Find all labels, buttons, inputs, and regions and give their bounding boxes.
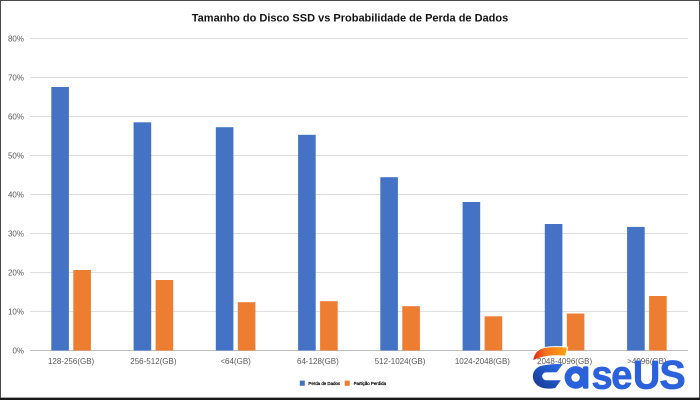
svg-text:60%: 60% xyxy=(8,112,24,121)
svg-text:Tamanho do Disco SSD vs Probab: Tamanho do Disco SSD vs Probabilidade de… xyxy=(192,12,508,24)
svg-text:S: S xyxy=(660,353,686,397)
svg-text:512-1024(GB): 512-1024(GB) xyxy=(375,357,426,366)
svg-text:>4096(GB): >4096(GB) xyxy=(627,357,667,366)
svg-text:Partição Perdida: Partição Perdida xyxy=(354,381,387,386)
svg-text:U: U xyxy=(633,353,660,397)
svg-text:70%: 70% xyxy=(8,73,24,82)
svg-text:0%: 0% xyxy=(12,346,24,355)
svg-text:e: e xyxy=(611,354,632,398)
svg-text:64-128(GB): 64-128(GB) xyxy=(297,357,339,366)
svg-text:<64(GB): <64(GB) xyxy=(220,357,251,366)
svg-text:10%: 10% xyxy=(8,307,24,316)
svg-text:50%: 50% xyxy=(8,151,24,160)
svg-text:256-512(GB): 256-512(GB) xyxy=(130,357,177,366)
svg-text:1024-2048(GB): 1024-2048(GB) xyxy=(455,357,510,366)
svg-text:128-256(GB): 128-256(GB) xyxy=(48,357,95,366)
svg-text:40%: 40% xyxy=(8,190,24,199)
svg-text:80%: 80% xyxy=(8,34,24,43)
svg-text:s: s xyxy=(592,354,613,398)
svg-text:Perda de Dados: Perda de Dados xyxy=(308,381,341,386)
svg-text:30%: 30% xyxy=(8,229,24,238)
svg-text:2048-4096(GB): 2048-4096(GB) xyxy=(537,357,592,366)
svg-text:20%: 20% xyxy=(8,268,24,277)
